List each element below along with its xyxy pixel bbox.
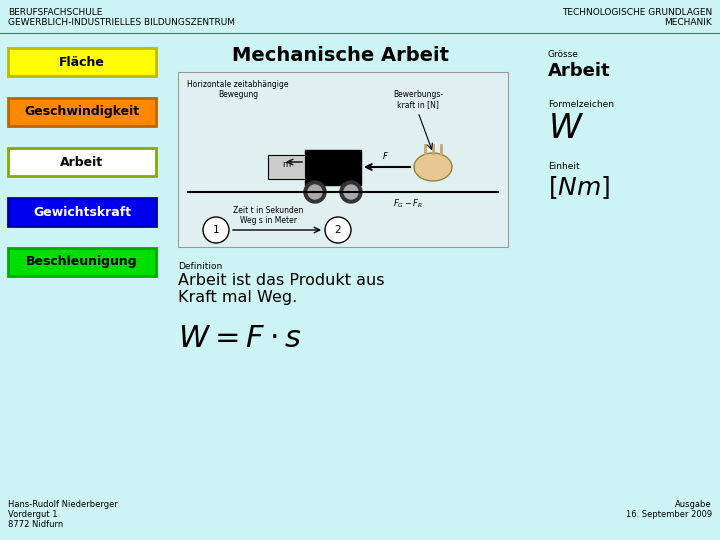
Text: Definition: Definition [178, 262, 222, 271]
Circle shape [325, 217, 351, 243]
Text: Arbeit: Arbeit [548, 62, 611, 80]
Text: Gewichtskraft: Gewichtskraft [33, 206, 131, 219]
Text: 2: 2 [335, 225, 341, 235]
FancyBboxPatch shape [8, 148, 156, 176]
Text: 16. September 2009: 16. September 2009 [626, 510, 712, 519]
FancyBboxPatch shape [8, 198, 156, 226]
Text: 8772 Nidfurn: 8772 Nidfurn [8, 520, 63, 529]
Circle shape [308, 185, 322, 199]
Text: $[Nm]$: $[Nm]$ [548, 174, 611, 201]
Bar [305, 150, 361, 185]
Circle shape [304, 181, 326, 203]
Circle shape [340, 181, 362, 203]
Text: MECHANIK: MECHANIK [665, 18, 712, 27]
Text: Arbeit ist das Produkt aus
Kraft mal Weg.: Arbeit ist das Produkt aus Kraft mal Weg… [178, 273, 384, 306]
Circle shape [344, 185, 358, 199]
Text: 1: 1 [212, 225, 220, 235]
FancyBboxPatch shape [8, 98, 156, 126]
Ellipse shape [414, 153, 452, 181]
Text: Horizontale zeitabhängige
Bewegung: Horizontale zeitabhängige Bewegung [187, 80, 289, 99]
Text: $W = F \cdot s$: $W = F \cdot s$ [178, 324, 302, 353]
Text: Vordergut 1: Vordergut 1 [8, 510, 58, 519]
FancyBboxPatch shape [8, 48, 156, 76]
Text: F: F [382, 152, 387, 161]
Text: Arbeit: Arbeit [60, 156, 104, 168]
Text: Geschwindigkeit: Geschwindigkeit [24, 105, 140, 118]
Text: Fläche: Fläche [59, 56, 105, 69]
Text: m: m [282, 160, 290, 169]
FancyBboxPatch shape [178, 72, 508, 247]
Text: Hans-Rudolf Niederberger: Hans-Rudolf Niederberger [8, 500, 118, 509]
Bar [268, 155, 305, 179]
Text: TECHNOLOGISCHE GRUNDLAGEN: TECHNOLOGISCHE GRUNDLAGEN [562, 8, 712, 17]
Text: $F_G - F_R$: $F_G - F_R$ [393, 197, 423, 210]
Text: Bewerbungs-
kraft in [N]: Bewerbungs- kraft in [N] [393, 90, 443, 110]
Text: Beschleunigung: Beschleunigung [26, 255, 138, 268]
Text: $\mathit{W}$: $\mathit{W}$ [548, 112, 584, 145]
FancyBboxPatch shape [8, 248, 156, 276]
Text: BERUFSFACHSCHULE: BERUFSFACHSCHULE [8, 8, 102, 17]
Text: Mechanische Arbeit: Mechanische Arbeit [232, 46, 449, 65]
Text: $F_R$: $F_R$ [313, 151, 323, 164]
Text: GEWERBLICH-INDUSTRIELLES BILDUNGSZENTRUM: GEWERBLICH-INDUSTRIELLES BILDUNGSZENTRUM [8, 18, 235, 27]
Text: Zeit t in Sekunden
Weg s in Meter: Zeit t in Sekunden Weg s in Meter [233, 206, 303, 225]
Circle shape [203, 217, 229, 243]
Text: Formelzeichen: Formelzeichen [548, 100, 614, 109]
Text: Grösse: Grösse [548, 50, 579, 59]
Text: Ausgabe: Ausgabe [675, 500, 712, 509]
Text: Einheit: Einheit [548, 162, 580, 171]
